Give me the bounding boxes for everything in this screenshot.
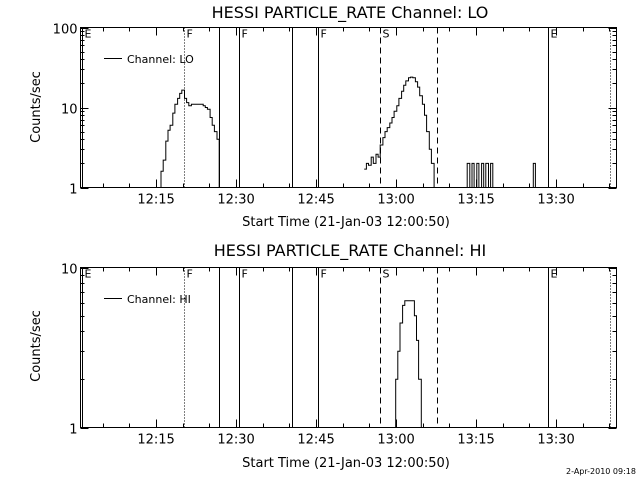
data-series	[158, 76, 536, 188]
legend: Channel: LO	[104, 53, 194, 66]
chart-title: HESSI PARTICLE_RATE Channel: LO	[212, 3, 489, 23]
timestamp-label: 2-Apr-2010 09:18	[566, 467, 636, 476]
plot-frame	[80, 27, 617, 188]
legend-entry: Channel: LO	[127, 53, 194, 66]
marker-label: F	[242, 268, 248, 281]
x-tick-label: 13:00	[377, 193, 414, 208]
legend: Channel: HI	[104, 293, 191, 306]
data-series	[393, 300, 422, 428]
series-line	[364, 76, 435, 188]
marker-label: F	[321, 28, 327, 41]
y-tick-label: 1	[69, 183, 77, 198]
x-tick-label: 13:00	[377, 433, 414, 448]
x-tick-label: 12:30	[217, 193, 254, 208]
y-axis-label: Counts/sec	[29, 310, 44, 382]
x-axis-label: Start Time (21-Jan-03 12:00:50)	[242, 215, 450, 230]
series-line	[158, 89, 220, 188]
x-axis-label: Start Time (21-Jan-03 12:00:50)	[242, 456, 450, 471]
y-axis-label: Counts/sec	[29, 71, 44, 143]
y-tick-label: 1	[69, 423, 77, 438]
x-tick-label: 13:30	[537, 433, 574, 448]
x-tick-label: 12:15	[137, 193, 174, 208]
plot-frame	[80, 267, 617, 428]
axis-ticks: 12:15 12:30 12:45 13:00 13:15 13:30 1 10 100	[53, 23, 617, 208]
series-line	[393, 300, 422, 428]
x-tick-label: 13:30	[537, 193, 574, 208]
marker-label: E	[551, 28, 558, 41]
legend-entry: Channel: HI	[127, 293, 191, 306]
x-tick-label: 13:15	[457, 433, 494, 448]
marker-label: F	[187, 28, 193, 41]
marker-label: F	[242, 28, 248, 41]
x-tick-label: 12:15	[137, 433, 174, 448]
y-tick-label: 100	[53, 23, 78, 38]
axis-ticks: 12:15 12:30 12:45 13:00 13:15 13:30 1 10	[61, 263, 617, 448]
x-tick-label: 12:45	[297, 433, 334, 448]
y-tick-label: 10	[61, 263, 78, 278]
marker-label: F	[187, 268, 193, 281]
y-tick-label: 10	[61, 103, 78, 118]
marker-label: E	[551, 268, 558, 281]
panel-hi: HESSI PARTICLE_RATE Channel: HI Counts/s…	[29, 241, 617, 471]
x-tick-label: 12:30	[217, 433, 254, 448]
marker-label: E	[85, 268, 92, 281]
marker-label: S	[383, 268, 390, 281]
x-tick-label: 12:45	[297, 193, 334, 208]
marker-label: E	[85, 28, 92, 41]
series-line	[531, 162, 536, 188]
marker-label: F	[321, 268, 327, 281]
x-tick-label: 13:15	[457, 193, 494, 208]
marker-label: S	[383, 28, 390, 41]
series-line	[465, 162, 498, 188]
panel-lo: HESSI PARTICLE_RATE Channel: LO Counts/s…	[29, 3, 617, 230]
chart-title: HESSI PARTICLE_RATE Channel: HI	[214, 241, 487, 261]
